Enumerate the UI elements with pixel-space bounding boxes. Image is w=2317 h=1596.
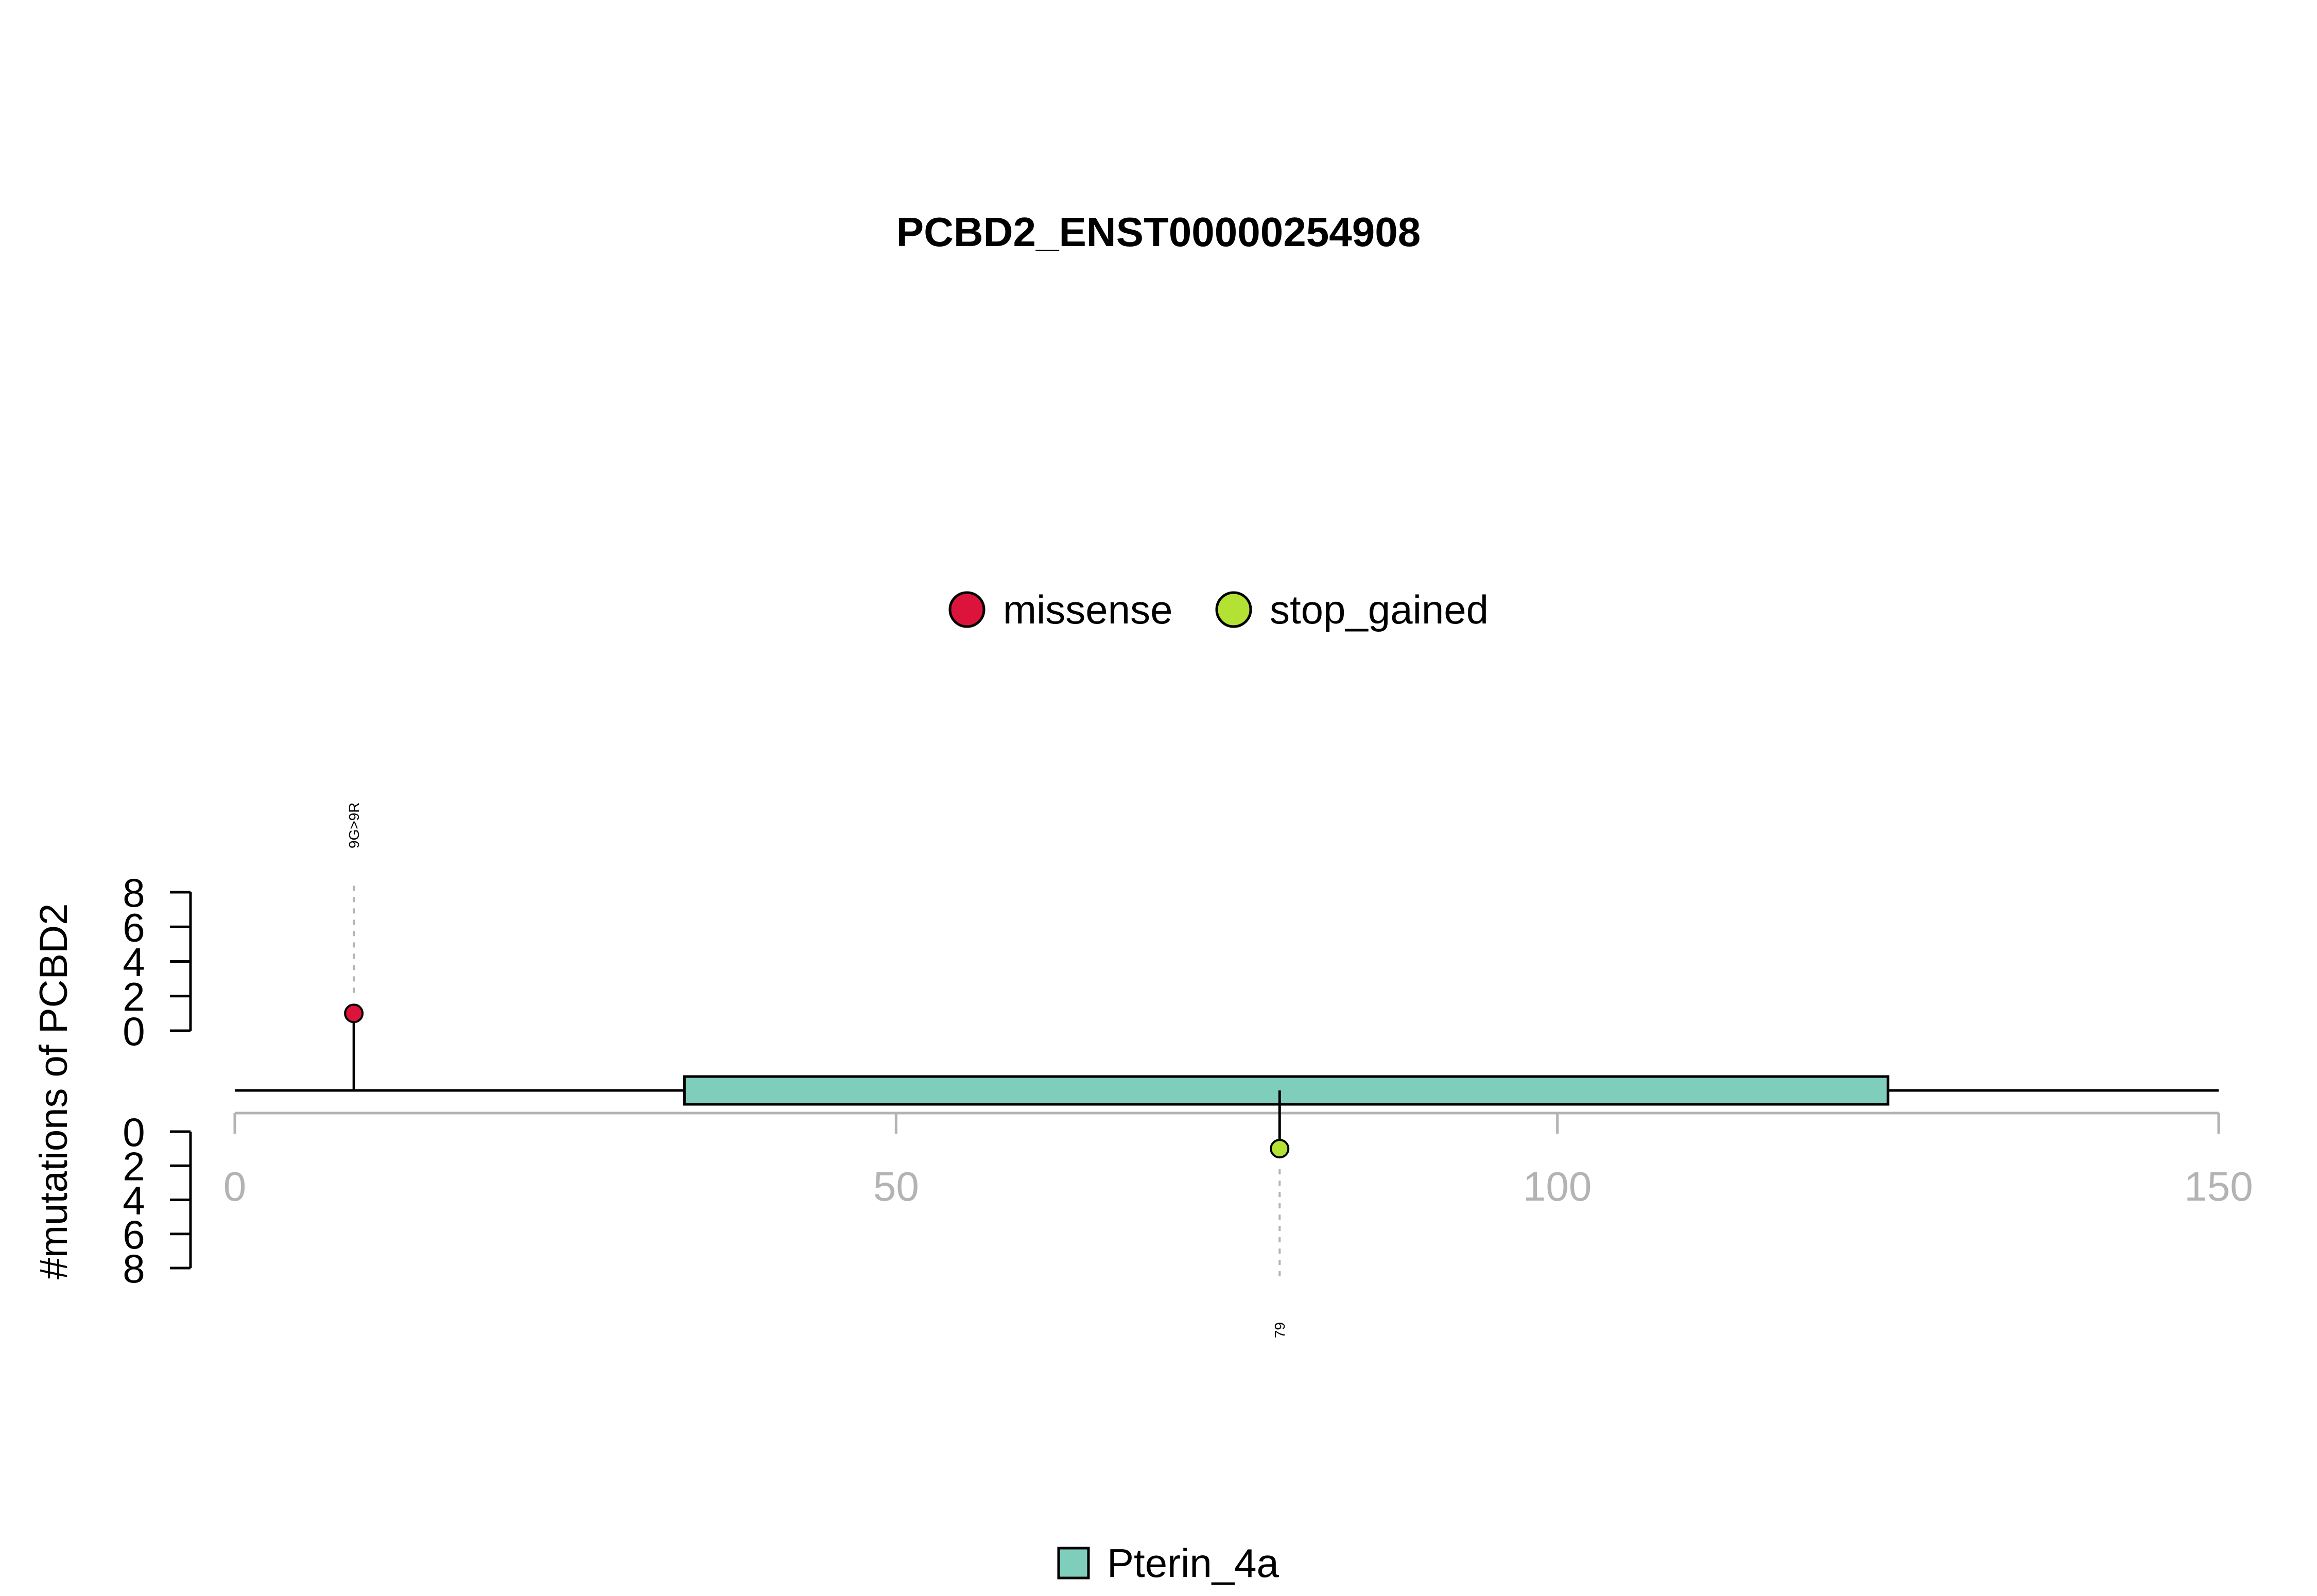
- legend-top: missense stop_gained: [948, 587, 1489, 632]
- y-tick-label: 2: [123, 974, 145, 1019]
- domain-box: [683, 1075, 1890, 1106]
- legend-marker: [1057, 1547, 1090, 1580]
- legend-label: Pterin_4a: [1107, 1540, 1279, 1586]
- lollipop-head: [344, 1003, 364, 1023]
- legend-marker: [1215, 591, 1252, 628]
- chart-title: PCBD2_ENST00000254908: [896, 209, 1421, 255]
- y-tick-label: 8: [123, 1246, 145, 1291]
- y-axis-label: #mutations of PCBD2: [32, 904, 76, 1280]
- y-tick-label: 4: [123, 940, 145, 985]
- mutation-label: 79: [1272, 1322, 1288, 1338]
- x-tick-label: 0: [223, 1164, 247, 1209]
- y-tick-label: 4: [123, 1178, 145, 1223]
- mutation-label: 9G>9R: [346, 803, 362, 849]
- x-tick-label: 50: [873, 1164, 919, 1209]
- y-tick-label: 0: [123, 1009, 145, 1054]
- domain-track: [683, 1075, 1890, 1106]
- legend-label: stop_gained: [1270, 587, 1489, 632]
- y-tick-label: 0: [123, 1109, 145, 1155]
- x-tick-label: 100: [1523, 1164, 1592, 1209]
- legend-bottom: Pterin_4a: [1057, 1540, 1279, 1586]
- legend-marker: [948, 591, 985, 628]
- y-tick-label: 6: [123, 1212, 145, 1257]
- lollipop-head: [1270, 1139, 1290, 1159]
- x-tick-label: 150: [2184, 1164, 2253, 1209]
- y-tick-label: 8: [123, 870, 145, 915]
- y-tick-label: 6: [123, 905, 145, 950]
- x-axis: 0 50 100 150: [223, 1112, 2253, 1209]
- y-tick-label: 2: [123, 1143, 145, 1189]
- legend-label: missense: [1003, 587, 1172, 632]
- mutation-track: 9G>9R 79: [344, 803, 1290, 1338]
